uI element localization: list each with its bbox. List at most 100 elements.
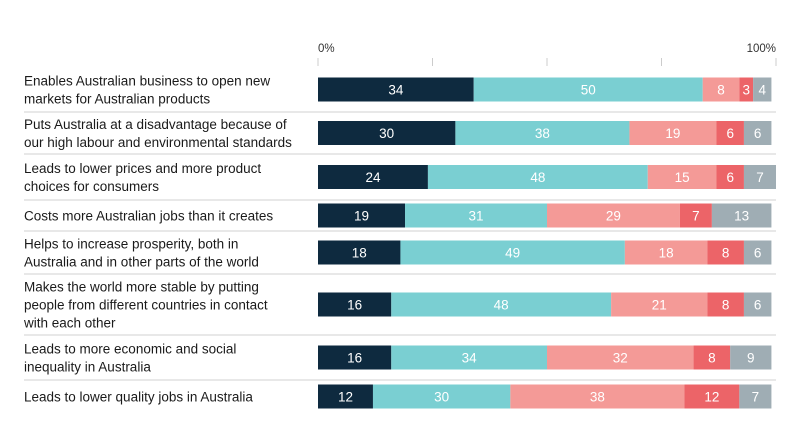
category-label-0: Enables Australian business to open new m… — [24, 74, 270, 107]
bar-segment-6-4 — [730, 345, 772, 370]
bar-segment-1-2 — [629, 121, 717, 145]
category-label-line: Puts Australia at a disadvantage because… — [24, 117, 287, 132]
category-label-line: our high labour and environmental standa… — [24, 135, 292, 150]
bar-segment-5-3 — [707, 292, 744, 317]
category-label-7: Leads to lower quality jobs in Australia — [24, 390, 253, 405]
category-label-line: Makes the world more stable by putting — [24, 280, 259, 295]
data-label-2-2: 15 — [675, 170, 690, 185]
data-label-3-4: 13 — [734, 209, 749, 224]
data-label-3-0: 19 — [354, 209, 369, 224]
data-label-1-1: 38 — [535, 126, 550, 141]
data-label-4-4: 6 — [754, 246, 762, 261]
bar-segment-4-2 — [624, 240, 708, 265]
category-label-line: choices for consumers — [24, 179, 159, 194]
data-label-0-1: 50 — [581, 83, 596, 98]
bar-segment-6-2 — [547, 345, 694, 370]
data-label-6-3: 8 — [708, 351, 716, 366]
category-label-5: Makes the world more stable by putting pe… — [23, 280, 268, 331]
data-label-3-2: 29 — [606, 209, 621, 224]
bar-segment-4-0 — [318, 240, 401, 265]
data-label-1-3: 6 — [726, 126, 734, 141]
bar-segment-3-2 — [547, 203, 680, 228]
data-label-1-4: 6 — [754, 126, 762, 141]
category-label-3: Costs more Australian jobs than it creat… — [24, 209, 273, 224]
data-label-3-3: 7 — [692, 209, 700, 224]
data-label-4-3: 8 — [722, 246, 730, 261]
category-label-line: Leads to lower quality jobs in Australia — [24, 390, 253, 405]
data-label-5-3: 8 — [722, 298, 730, 313]
data-label-2-3: 6 — [726, 170, 734, 185]
data-label-0-4: 4 — [759, 83, 767, 98]
bar-segment-6-3 — [693, 345, 731, 370]
bar-segment-7-4 — [739, 384, 772, 409]
data-label-6-0: 16 — [347, 351, 362, 366]
bar-segment-2-1 — [427, 165, 648, 189]
data-label-0-2: 8 — [717, 83, 725, 98]
category-label-line: people from different countries in conta… — [24, 298, 268, 313]
data-label-7-0: 12 — [338, 390, 353, 405]
category-label-line: Leads to lower prices and more product — [24, 161, 261, 176]
category-label-line: with each other — [23, 316, 116, 331]
category-label-4: Helps to increase prosperity, both in Aus… — [24, 237, 259, 270]
data-label-7-3: 12 — [704, 390, 719, 405]
bar-segment-2-0 — [318, 165, 428, 189]
data-label-7-2: 38 — [590, 390, 605, 405]
data-label-4-0: 18 — [352, 246, 367, 261]
data-label-6-1: 34 — [462, 351, 478, 366]
bar-segment-1-4 — [743, 121, 772, 145]
data-label-7-1: 30 — [434, 390, 449, 405]
category-label-line: Costs more Australian jobs than it creat… — [24, 209, 273, 224]
data-label-5-0: 16 — [347, 298, 362, 313]
bar-segment-0-3 — [739, 77, 754, 102]
bar-segment-5-4 — [743, 292, 772, 317]
data-label-3-1: 31 — [468, 209, 483, 224]
data-label-2-4: 7 — [756, 170, 764, 185]
bar-segment-0-4 — [753, 77, 772, 102]
bar-segment-3-0 — [318, 203, 406, 228]
bar-segment-1-3 — [716, 121, 744, 145]
bar-segment-1-1 — [455, 121, 630, 145]
bar-segment-7-0 — [318, 384, 373, 409]
data-label-4-1: 49 — [505, 246, 520, 261]
bar-segment-5-0 — [318, 292, 392, 317]
bar-segment-2-3 — [716, 165, 744, 189]
category-label-line: Helps to increase prosperity, both in — [24, 237, 238, 252]
bar-segment-5-1 — [391, 292, 612, 317]
data-label-2-0: 24 — [365, 170, 381, 185]
bar-segment-5-2 — [611, 292, 708, 317]
bar-segment-3-1 — [405, 203, 547, 228]
data-label-5-2: 21 — [652, 298, 667, 313]
bar-segment-1-0 — [318, 121, 456, 145]
bar-segment-3-4 — [711, 203, 772, 228]
category-label-line: Leads to more economic and social — [24, 342, 236, 357]
bar-segment-4-1 — [400, 240, 625, 265]
data-label-1-2: 19 — [665, 126, 680, 141]
data-label-0-0: 34 — [388, 83, 404, 98]
bar-segment-4-4 — [743, 240, 772, 265]
bar-segment-7-3 — [684, 384, 740, 409]
data-label-7-4: 7 — [752, 390, 760, 405]
bar-segment-6-0 — [318, 345, 392, 370]
category-label-1: Puts Australia at a disadvantage because… — [24, 117, 292, 150]
category-label-2: Leads to lower prices and more product ch… — [24, 161, 261, 194]
data-label-2-1: 48 — [530, 170, 545, 185]
bar-segment-0-2 — [702, 77, 740, 102]
bar-segment-2-4 — [743, 165, 776, 189]
category-label-6: Leads to more economic and social inequal… — [24, 342, 236, 375]
bar-segment-7-1 — [372, 384, 511, 409]
bar-segment-4-3 — [707, 240, 744, 265]
axis-max-label: 100% — [747, 43, 776, 55]
bar-segment-0-1 — [473, 77, 703, 102]
bar-segment-3-3 — [679, 203, 712, 228]
data-label-1-0: 30 — [379, 126, 394, 141]
data-label-6-4: 9 — [747, 351, 755, 366]
axis-min-label: 0% — [318, 43, 335, 55]
data-label-5-4: 6 — [754, 298, 762, 313]
bar-segment-0-0 — [318, 77, 474, 102]
category-label-line: markets for Australian products — [24, 92, 210, 107]
data-label-5-1: 48 — [494, 298, 509, 313]
category-label-line: inequality in Australia — [24, 360, 151, 375]
bar-segment-2-2 — [647, 165, 717, 189]
data-label-4-2: 18 — [659, 246, 674, 261]
